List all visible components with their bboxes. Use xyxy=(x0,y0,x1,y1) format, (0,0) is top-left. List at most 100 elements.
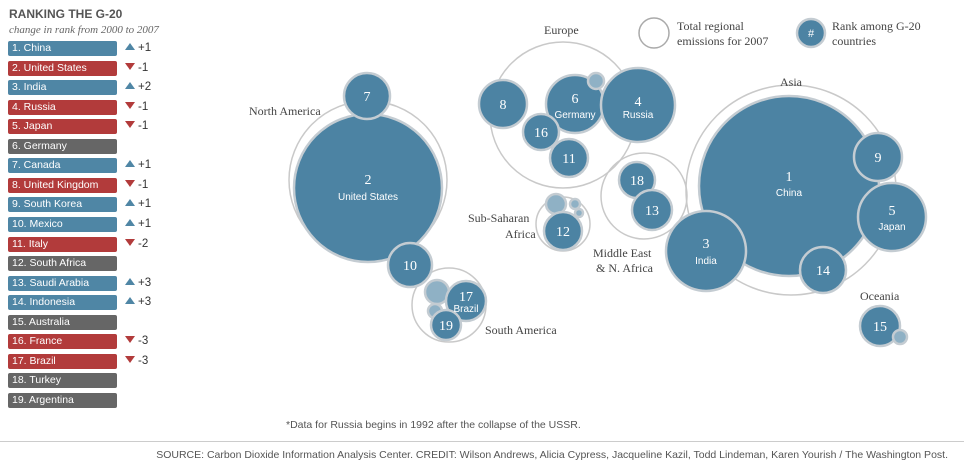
ranking-row: 9. South Korea +1 xyxy=(8,197,208,214)
ranking-row: 17. Brazil -3 xyxy=(8,354,208,371)
legend-rank-label-1: Rank among G-20 xyxy=(832,19,921,33)
ranking-change: -1 xyxy=(125,119,148,134)
triangle-down-icon xyxy=(125,336,135,343)
legend-total-label-2: emissions for 2007 xyxy=(677,34,768,48)
ranking-label: 13. Saudi Arabia xyxy=(8,276,117,291)
ranking-change: -1 xyxy=(125,61,148,76)
ranking-label: 6. Germany xyxy=(8,139,117,154)
legend-total-circle xyxy=(638,17,670,49)
bubble-saudi-arabia xyxy=(630,188,674,232)
rank-number-turkey: 18 xyxy=(630,174,644,189)
ranking-change-value: -3 xyxy=(138,335,149,347)
rank-number-canada: 7 xyxy=(364,90,371,105)
ranking-change-value: -1 xyxy=(138,62,149,74)
legend-total-label-1: Total regional xyxy=(677,19,744,33)
rank-number-us: 2 xyxy=(365,173,372,188)
ranking-label: 14. Indonesia xyxy=(8,295,117,310)
legend-rank-symbol: # xyxy=(808,28,815,40)
bubble-canada xyxy=(342,71,392,121)
rank-number-uk: 8 xyxy=(500,98,507,113)
region-label-middle-east-2: & N. Africa xyxy=(596,261,654,275)
country-name-germany: Germany xyxy=(554,110,595,121)
ranking-change: +1 xyxy=(125,158,151,173)
bubble-indonesia xyxy=(798,245,848,295)
ranking-change: +2 xyxy=(125,80,151,95)
ranking-change: +3 xyxy=(125,276,151,291)
ranking-label: 9. South Korea xyxy=(8,197,117,212)
ranking-change-value: -1 xyxy=(138,179,149,191)
ranking-change: -3 xyxy=(125,354,148,369)
footnote: *Data for Russia begins in 1992 after th… xyxy=(286,419,581,431)
country-name-brazil: Brazil xyxy=(453,304,478,315)
ranking-row: 19. Argentina xyxy=(8,393,208,410)
ranking-row: 4. Russia -1 xyxy=(8,100,208,117)
rank-number-south-africa: 12 xyxy=(556,225,570,240)
ranking-label: 2. United States xyxy=(8,61,117,76)
chart-title: RANKING THE G-20 xyxy=(9,7,123,21)
ranking-label: 17. Brazil xyxy=(8,354,117,369)
rank-number-germany: 6 xyxy=(572,92,579,107)
region-label-oceania: Oceania xyxy=(860,289,900,303)
ranking-row: 12. South Africa xyxy=(8,256,208,273)
ranking-label: 15. Australia xyxy=(8,315,117,330)
rank-number-italy: 11 xyxy=(562,152,575,167)
emissions-bubble-diagram: North America Europe Asia Sub-Saharan Af… xyxy=(249,17,928,348)
bubble-argentina xyxy=(429,308,463,342)
ranking-change-value: +1 xyxy=(138,159,152,171)
triangle-up-icon xyxy=(125,160,135,167)
ranking-row: 6. Germany xyxy=(8,139,208,156)
region-label-sub-saharan-2: Africa xyxy=(505,227,536,241)
rank-number-argentina: 19 xyxy=(439,319,453,334)
bubble-sub-saharan-small-2 xyxy=(568,197,582,211)
ranking-row: 5. Japan -1 xyxy=(8,119,208,136)
bubble-south-africa xyxy=(542,210,584,252)
bubble-small-europe xyxy=(586,71,606,91)
country-name-russia: Russia xyxy=(623,110,654,121)
ranking-change: +1 xyxy=(125,217,151,232)
ranking-change-value: -1 xyxy=(138,120,149,132)
triangle-up-icon xyxy=(125,82,135,89)
bubble-india xyxy=(664,209,748,293)
ranking-label: 18. Turkey xyxy=(8,373,117,388)
region-label-north-america: North America xyxy=(249,104,321,118)
ranking-label: 1. China xyxy=(8,41,117,56)
ranking-row: 18. Turkey xyxy=(8,373,208,390)
ranking-change: +1 xyxy=(125,41,151,56)
triangle-down-icon xyxy=(125,63,135,70)
ranking-change: -3 xyxy=(125,334,148,349)
rank-number-korea: 9 xyxy=(875,151,882,166)
ranking-row: 11. Italy -2 xyxy=(8,237,208,254)
ranking-label: 8. United Kingdom xyxy=(8,178,117,193)
ranking-label: 3. India xyxy=(8,80,117,95)
legend-rank-label-2: countries xyxy=(832,34,876,48)
ranking-change: -2 xyxy=(125,237,148,252)
ranking-label: 10. Mexico xyxy=(8,217,117,232)
rank-number-brazil: 17 xyxy=(459,290,473,305)
triangle-down-icon xyxy=(125,356,135,363)
bubble-united-states xyxy=(292,112,444,264)
region-label-sub-saharan-1: Sub-Saharan xyxy=(468,211,529,225)
ranking-change-value: +1 xyxy=(138,218,152,230)
region-label-south-america: South America xyxy=(485,323,557,337)
country-name-japan: Japan xyxy=(878,222,905,233)
rank-number-australia: 15 xyxy=(873,320,887,335)
ranking-change-value: +1 xyxy=(138,198,152,210)
triangle-up-icon xyxy=(125,297,135,304)
rank-number-saudi: 13 xyxy=(645,204,659,219)
ranking-label: 5. Japan xyxy=(8,119,117,134)
triangle-down-icon xyxy=(125,180,135,187)
bubble-korea xyxy=(852,131,904,183)
region-label-asia: Asia xyxy=(780,75,803,89)
rank-number-mexico: 10 xyxy=(403,259,417,274)
ranking-change: +3 xyxy=(125,295,151,310)
ranking-row: 14. Indonesia +3 xyxy=(8,295,208,312)
triangle-down-icon xyxy=(125,239,135,246)
bubble-brazil xyxy=(444,279,488,323)
ranking-label: 7. Canada xyxy=(8,158,117,173)
ranking-change-value: -1 xyxy=(138,101,149,113)
bubble-australia xyxy=(858,304,902,348)
rank-number-japan: 5 xyxy=(889,204,896,219)
ranking-change-value: +3 xyxy=(138,277,152,289)
triangle-down-icon xyxy=(125,102,135,109)
rank-number-russia: 4 xyxy=(635,95,642,110)
